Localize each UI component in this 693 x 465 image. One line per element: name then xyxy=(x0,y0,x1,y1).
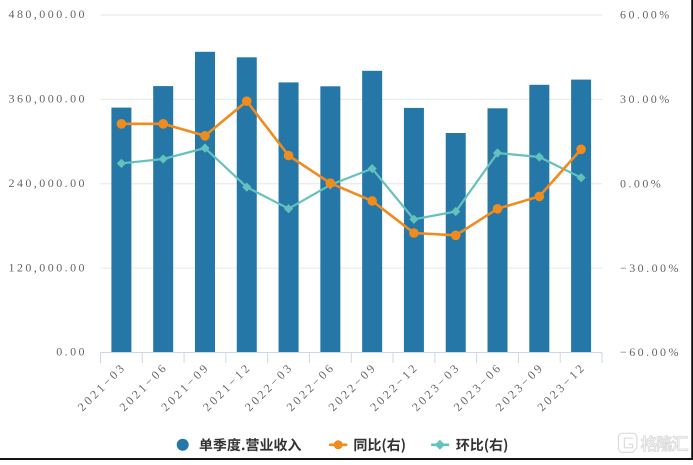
svg-text:0.00: 0.00 xyxy=(56,345,87,359)
svg-text:−60.00%: −60.00% xyxy=(620,345,681,359)
svg-text:480,000.00: 480,000.00 xyxy=(9,7,88,21)
svg-text:−30.00%: −30.00% xyxy=(620,261,681,275)
svg-text:0.00%: 0.00% xyxy=(620,176,663,190)
svg-text:30.00%: 30.00% xyxy=(620,92,672,106)
svg-text:240,000.00: 240,000.00 xyxy=(9,176,88,190)
svg-text:120,000.00: 120,000.00 xyxy=(9,260,88,274)
svg-text:360,000.00: 360,000.00 xyxy=(9,92,88,106)
svg-text:60.00%: 60.00% xyxy=(620,8,672,22)
